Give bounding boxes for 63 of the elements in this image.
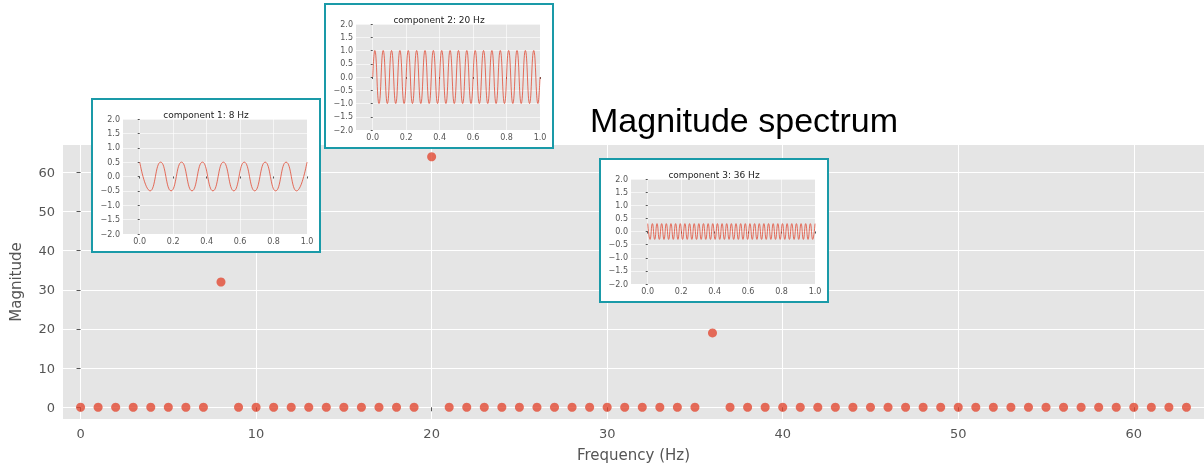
x-tick-label: 30 <box>598 426 616 441</box>
y-tick-label: 60 <box>38 164 55 180</box>
x-tick-label: 0.8 <box>775 286 788 296</box>
y-tick-label: −0.5 <box>333 85 353 95</box>
x-tick-label: 0.4 <box>708 286 721 296</box>
x-tick-label: 0.2 <box>399 132 413 142</box>
y-tick-label: −0.5 <box>608 240 628 250</box>
y-tick-label: −1.0 <box>608 253 628 263</box>
y-tick-label: −1.5 <box>333 112 353 122</box>
y-tick-label: 0.0 <box>107 172 120 181</box>
x-tick-label: 0.0 <box>366 132 380 142</box>
x-tick-label: 0.2 <box>674 286 688 296</box>
x-tick-label: 60 <box>1125 426 1143 441</box>
x-tick-label: 0.8 <box>500 132 513 142</box>
y-tick-label: 0 <box>46 399 55 415</box>
y-tick-label: 0.5 <box>107 157 120 167</box>
x-tick-label: 20 <box>423 426 440 441</box>
chart-title: component 3: 36 Hz <box>668 169 760 180</box>
y-tick-label: 1.0 <box>340 46 353 55</box>
y-tick-label: 10 <box>38 360 55 376</box>
y-tick-label: 1.0 <box>107 143 120 153</box>
y-tick-label: 0.5 <box>340 59 353 69</box>
x-tick-label: 1.0 <box>808 286 822 296</box>
x-tick-label: 1.0 <box>300 236 314 246</box>
y-tick-label: 2.0 <box>340 19 353 29</box>
y-tick-label: 1.0 <box>615 200 628 210</box>
y-axis-title: Magnitude <box>6 242 25 322</box>
y-tick-label: 1.5 <box>340 32 353 42</box>
x-tick-label: 0 <box>76 426 85 441</box>
y-tick-label: −0.5 <box>100 186 120 196</box>
y-tick-label: −2.0 <box>333 125 353 135</box>
x-tick-label: 0.4 <box>433 132 446 142</box>
y-tick-label: 20 <box>38 321 55 337</box>
chart-title: Magnitude spectrum <box>590 101 899 139</box>
x-tick-label: 0.0 <box>641 286 655 296</box>
x-tick-label: 50 <box>949 426 967 441</box>
y-tick-label: −1.0 <box>333 99 353 108</box>
y-tick-label: −2.0 <box>608 279 628 289</box>
y-tick-label: −1.5 <box>100 215 120 225</box>
y-tick-label: 0.0 <box>615 227 628 236</box>
x-axis-title: Frequency (Hz) <box>576 445 691 464</box>
y-tick-label: 0.5 <box>615 213 628 223</box>
y-tick-label: −1.0 <box>100 200 120 210</box>
x-tick-label: 10 <box>247 426 265 441</box>
y-tick-label: 0.0 <box>340 72 353 82</box>
x-tick-label: 40 <box>774 426 791 441</box>
x-tick-label: 1.0 <box>533 132 547 142</box>
y-tick-label: 1.5 <box>107 128 120 138</box>
x-tick-label: 0.4 <box>200 236 213 246</box>
chart-title: component 2: 20 Hz <box>393 14 485 25</box>
x-tick-label: 0.8 <box>267 236 280 246</box>
y-tick-label: 50 <box>38 204 55 220</box>
x-tick-label: 0.0 <box>133 236 147 246</box>
x-tick-label: 0.6 <box>466 132 480 142</box>
x-tick-label: 0.2 <box>166 236 180 246</box>
y-tick-label: 2.0 <box>107 114 120 124</box>
y-tick-label: −1.5 <box>608 266 628 276</box>
x-tick-label: 0.6 <box>233 236 247 246</box>
y-tick-label: 2.0 <box>615 174 628 184</box>
x-tick-label: 0.6 <box>741 286 755 296</box>
y-tick-label: −2.0 <box>100 229 120 239</box>
y-tick-label: 1.5 <box>615 187 628 197</box>
chart-title: component 1: 8 Hz <box>163 109 250 120</box>
